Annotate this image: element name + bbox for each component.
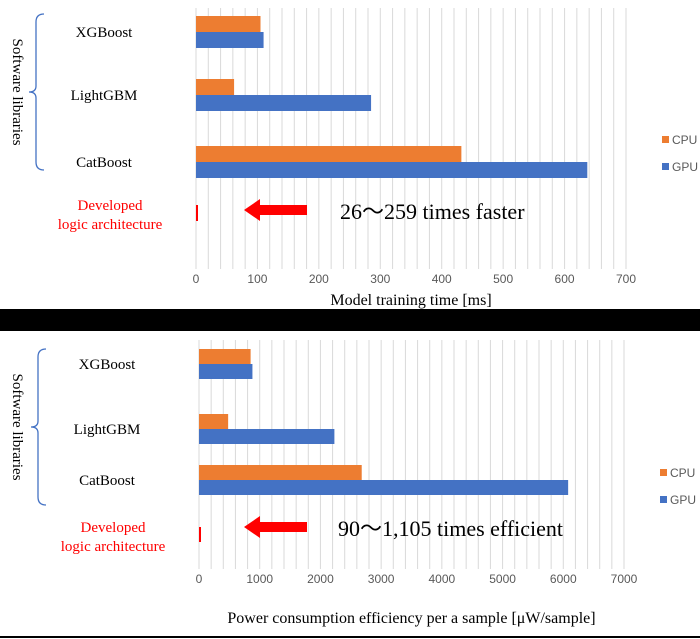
gpu-bar (196, 32, 264, 48)
gpu-bar (199, 429, 335, 444)
gpu-bar (199, 364, 253, 379)
category-label: CatBoost (76, 155, 133, 171)
gpu-bar (196, 95, 372, 111)
legend-swatch-cpu (660, 469, 667, 476)
x-tick-label: 1000 (246, 572, 273, 586)
gpu-bar (196, 162, 588, 178)
x-tick-label: 400 (432, 272, 452, 286)
category-label: CatBoost (79, 473, 136, 489)
x-tick-label: 7000 (611, 572, 638, 586)
cpu-bar (199, 349, 251, 364)
x-tick-label: 3000 (368, 572, 395, 586)
x-tick-label: 4000 (429, 572, 456, 586)
category-label: LightGBM (74, 422, 141, 438)
category-label: logic architecture (58, 217, 163, 233)
x-tick-label: 200 (309, 272, 329, 286)
speedup-annotation: 26〜259 times faster (340, 199, 525, 224)
legend-swatch-gpu (662, 163, 669, 170)
category-label: logic architecture (61, 539, 166, 555)
x-axis-title: Model training time [ms] (330, 292, 491, 309)
divider-band (0, 309, 700, 331)
legend-label-gpu: GPU (670, 493, 696, 507)
category-label: LightGBM (71, 88, 138, 104)
x-axis-title: Power consumption efficiency per a sampl… (227, 610, 595, 627)
x-tick-label: 6000 (550, 572, 577, 586)
legend-label-cpu: CPU (672, 133, 697, 147)
cpu-bar (199, 414, 229, 429)
developed-gpu-bar (199, 527, 201, 542)
x-tick-label: 700 (616, 272, 636, 286)
bracket (28, 13, 45, 171)
cpu-bar (196, 16, 261, 32)
legend-label-cpu: CPU (670, 466, 695, 480)
x-tick-label: 0 (196, 572, 203, 586)
group-label: Software libraries (9, 373, 25, 480)
x-tick-label: 300 (370, 272, 390, 286)
cpu-bar (196, 79, 235, 95)
x-tick-label: 5000 (489, 572, 516, 586)
x-tick-label: 500 (493, 272, 513, 286)
legend-swatch-gpu (660, 496, 667, 503)
developed-gpu-bar (196, 205, 198, 221)
bracket (30, 348, 47, 506)
x-tick-label: 0 (193, 272, 200, 286)
left-arrow (244, 516, 307, 538)
legend-swatch-cpu (662, 136, 669, 143)
gpu-bar (199, 480, 569, 495)
x-tick-label: 2000 (307, 572, 334, 586)
legend-label-gpu: GPU (672, 160, 698, 174)
speedup-annotation: 90〜1,105 times efficient (338, 516, 563, 541)
x-tick-label: 100 (247, 272, 267, 286)
left-arrow (244, 199, 307, 221)
group-label: Software libraries (9, 38, 25, 145)
category-label: Developed (78, 198, 143, 214)
x-tick-label: 600 (555, 272, 575, 286)
cpu-bar (196, 146, 462, 162)
cpu-bar (199, 465, 362, 480)
category-label: XGBoost (76, 25, 134, 41)
chart-2: 0 1000 2000 3000 4000 5000 6000 7000 XGBoost Ligh… (9, 340, 696, 627)
category-label: Developed (81, 520, 146, 536)
chart-1: 0 100 200 300 400 500 600 700 XGBoost LightGBM Cat… (9, 8, 698, 309)
category-label: XGBoost (79, 357, 137, 373)
